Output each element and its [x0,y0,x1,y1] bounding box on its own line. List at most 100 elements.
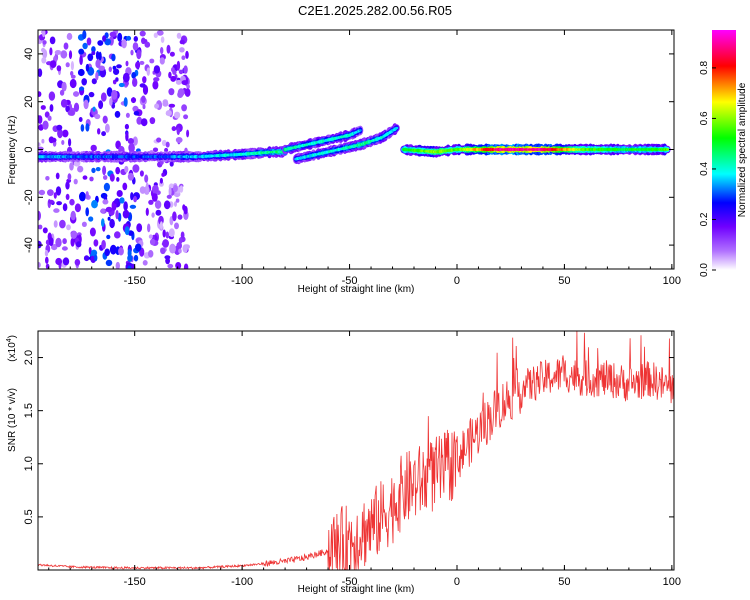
spectrogram-noise-mark [182,244,188,253]
spectrogram-noise-mark [41,138,45,144]
spectrogram-noise-mark [38,262,41,268]
spectrogram-noise-mark [51,244,58,251]
spectrogram-noise-mark [104,248,110,257]
spectrogram-noise-mark [165,141,170,148]
spectrogram-noise-mark [130,192,134,201]
snr-frame [37,330,675,571]
snr-y-multiplier-base: (x10 [7,342,18,362]
spectrogram-noise-mark [56,201,62,206]
spectrogram-noise-mark [140,118,148,127]
y-tick-label: 20 [23,96,35,108]
spectrogram-noise-mark [95,59,101,68]
spectrogram-noise-mark [166,44,171,54]
spectrogram-noise-mark [70,237,75,247]
spectrogram-noise-mark [109,173,115,182]
spectrogram-noise-mark [81,221,87,227]
spectrogram-noise-mark [139,83,146,88]
spectrogram-noise-mark [94,113,101,120]
y-tick-label: -40 [23,237,35,253]
spectrogram-noise-mark [155,209,162,216]
x-tick-label: -100 [231,576,253,588]
spectrogram-noise-mark [172,211,177,222]
snr-y-multiplier-close: ) [7,335,18,338]
spectrogram-noise-mark [105,206,113,213]
spectrogram-x-label: Height of straight line (km) [298,284,415,295]
snr-x-label: Height of straight line (km) [298,584,415,595]
y-tick-label: -20 [23,189,35,205]
spectrogram-noise-mark [113,68,120,75]
spectrogram-noise-mark [136,223,143,233]
spectrogram-noise-mark [47,189,54,197]
spectrogram-noise-mark [181,55,186,60]
x-tick-label: 50 [558,275,570,287]
spectrogram-noise-mark [162,239,170,248]
spectrogram-noise-mark [98,100,104,110]
spectrogram-noise-mark [130,97,137,103]
spectrogram-noise-mark [89,176,94,182]
spectrogram-noise-mark [102,199,109,205]
spectrogram-noise-mark [119,197,125,204]
spectrogram-noise-mark [124,165,129,173]
spectrogram-noise-mark [51,137,57,143]
spectrogram-noise-mark [124,226,130,236]
spectrogram-noise-mark [60,99,68,108]
spectrogram-noise-mark [172,185,178,192]
spectrogram-noise-mark [59,89,65,96]
spectrogram-noise-mark [169,161,174,167]
spectrogram-noise-mark [139,170,144,177]
spectrogram-noise-mark [47,115,52,121]
spectrogram-noise-mark [108,66,113,73]
spectrogram-noise-mark [38,189,46,196]
spectrogram-noise-mark [144,174,149,183]
spectrogram-noise-mark [149,238,156,246]
spectrogram-noise-mark [94,254,98,262]
spectrogram-noise-mark [156,137,162,143]
spectrogram-noise-mark [160,247,166,255]
spectrogram-noise-mark [149,117,156,125]
spectrogram-noise-mark [65,193,70,200]
spectrogram-noise-mark [129,204,137,209]
x-tick-label: 50 [558,576,570,588]
spectrogram-noise-mark [60,50,68,59]
spectrogram-noise-mark [111,89,118,100]
spectrogram-noise-mark [62,129,69,138]
spectrogram-noise-mark [174,111,181,119]
spectrogram-noise-mark [166,256,170,262]
spectrogram-noise-mark [92,106,96,112]
spectrogram-noise-mark [144,41,151,48]
colorbar-tick-label: 0.0 [699,263,710,277]
x-tick-label: -150 [124,275,146,287]
spectrogram-noise-mark [165,231,169,239]
spectrogram-noise-mark [169,243,176,254]
spectrogram-x-axis: -150 -100 -50 0 50 100 [48,30,681,287]
spectrogram-noise-mark [178,248,182,254]
spectrogram-noise-mark [49,36,56,45]
spectrogram-noise-mark [66,32,73,41]
colorbar-tick-label: 0.4 [699,162,710,176]
spectrogram-noise-mark [53,208,60,213]
spectrogram-noise-mark [87,53,94,62]
spectrogram-noise-mark [91,46,96,53]
spectrogram-noise-mark [122,182,128,191]
spectrogram-noise-mark [73,178,78,185]
spectrogram-noise-mark [76,241,82,248]
spectrogram-noise-mark [175,262,182,269]
spectrogram-noise-mark [153,65,161,74]
spectrogram-noise-mark [68,138,72,147]
spectrogram-noise-mark [183,65,188,74]
spectrogram-noise-mark [161,172,166,177]
spectrogram-noise-mark [97,128,101,135]
snr-y-axis: 0.5 1.0 1.5 2.0 [23,350,674,525]
spectrogram-noise-mark [152,184,159,194]
spectrogram-noise-mark [56,124,63,131]
spectrogram-noise-mark [86,37,92,46]
spectrogram-noise-mark [95,51,100,60]
spectrogram-noise-mark [91,51,96,56]
spectrogram-noise-mark [164,147,169,153]
spectrogram-noise-mark [179,47,185,53]
spectrogram-noise-mark [141,95,146,103]
spectrogram-noise-mark [177,88,185,97]
colorbar-gradient [712,30,736,270]
spectrogram-noise-mark [153,77,160,82]
spectrogram-noise-mark [167,263,174,269]
